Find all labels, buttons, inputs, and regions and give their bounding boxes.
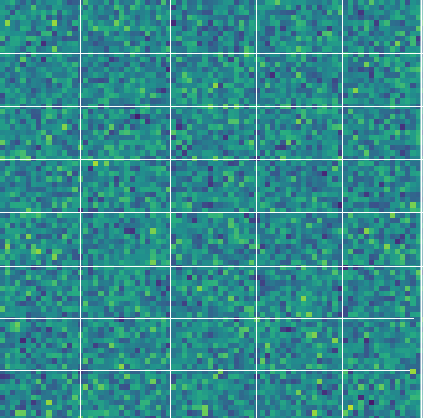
heatmap-canvas [0, 0, 423, 420]
heatmap-mosaic [0, 0, 423, 420]
